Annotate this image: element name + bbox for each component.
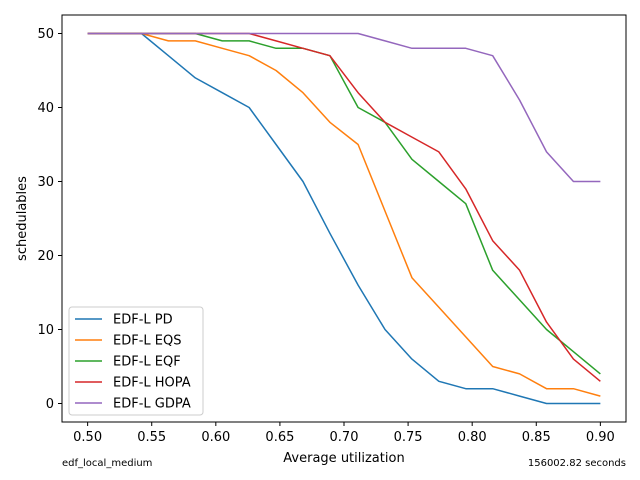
footer-right-label: 156002.82 seconds [528,458,626,469]
footer-left-label: edf_local_medium [62,458,152,469]
legend-label-1: EDF-L EQS [113,334,181,349]
y-axis-label: schedulables [15,176,30,261]
x-tick-label: 0.55 [137,430,166,445]
y-axis: 0 10 20 30 40 50 [37,27,62,412]
x-tick-label: 0.90 [586,430,615,445]
legend-label-2: EDF-L EQF [113,355,181,370]
x-tick-label: 0.50 [73,430,102,445]
series-line-1 [87,32,601,397]
legend-label-3: EDF-L HOPA [113,376,191,391]
y-tick-label: 10 [37,323,54,338]
legend-label-4: EDF-L GDPA [113,397,191,412]
x-axis-label: Average utilization [283,451,404,466]
legend-box [68,306,204,416]
series-layer [87,32,601,405]
legend-label-0: EDF-L PD [113,313,173,328]
x-tick-label: 0.85 [522,430,551,445]
x-tick-label: 0.70 [330,430,359,445]
x-tick-label: 0.80 [458,430,487,445]
series-line-0 [87,32,601,405]
y-tick-label: 50 [37,27,54,42]
x-tick-label: 0.75 [394,430,423,445]
y-tick-label: 30 [37,175,54,190]
y-tick-label: 40 [37,101,54,116]
y-tick-label: 0 [46,397,54,412]
series-line-4 [87,32,601,183]
x-axis: 0.50 0.55 0.60 0.65 0.70 0.75 0.80 0.85 0.90 [73,422,615,445]
x-tick-label: 0.60 [201,430,230,445]
y-tick-label: 20 [37,249,54,264]
x-tick-label: 0.65 [265,430,294,445]
legend: EDF-L PD EDF-L EQS EDF-L EQF EDF-L HOPA EDF-… [68,306,204,416]
